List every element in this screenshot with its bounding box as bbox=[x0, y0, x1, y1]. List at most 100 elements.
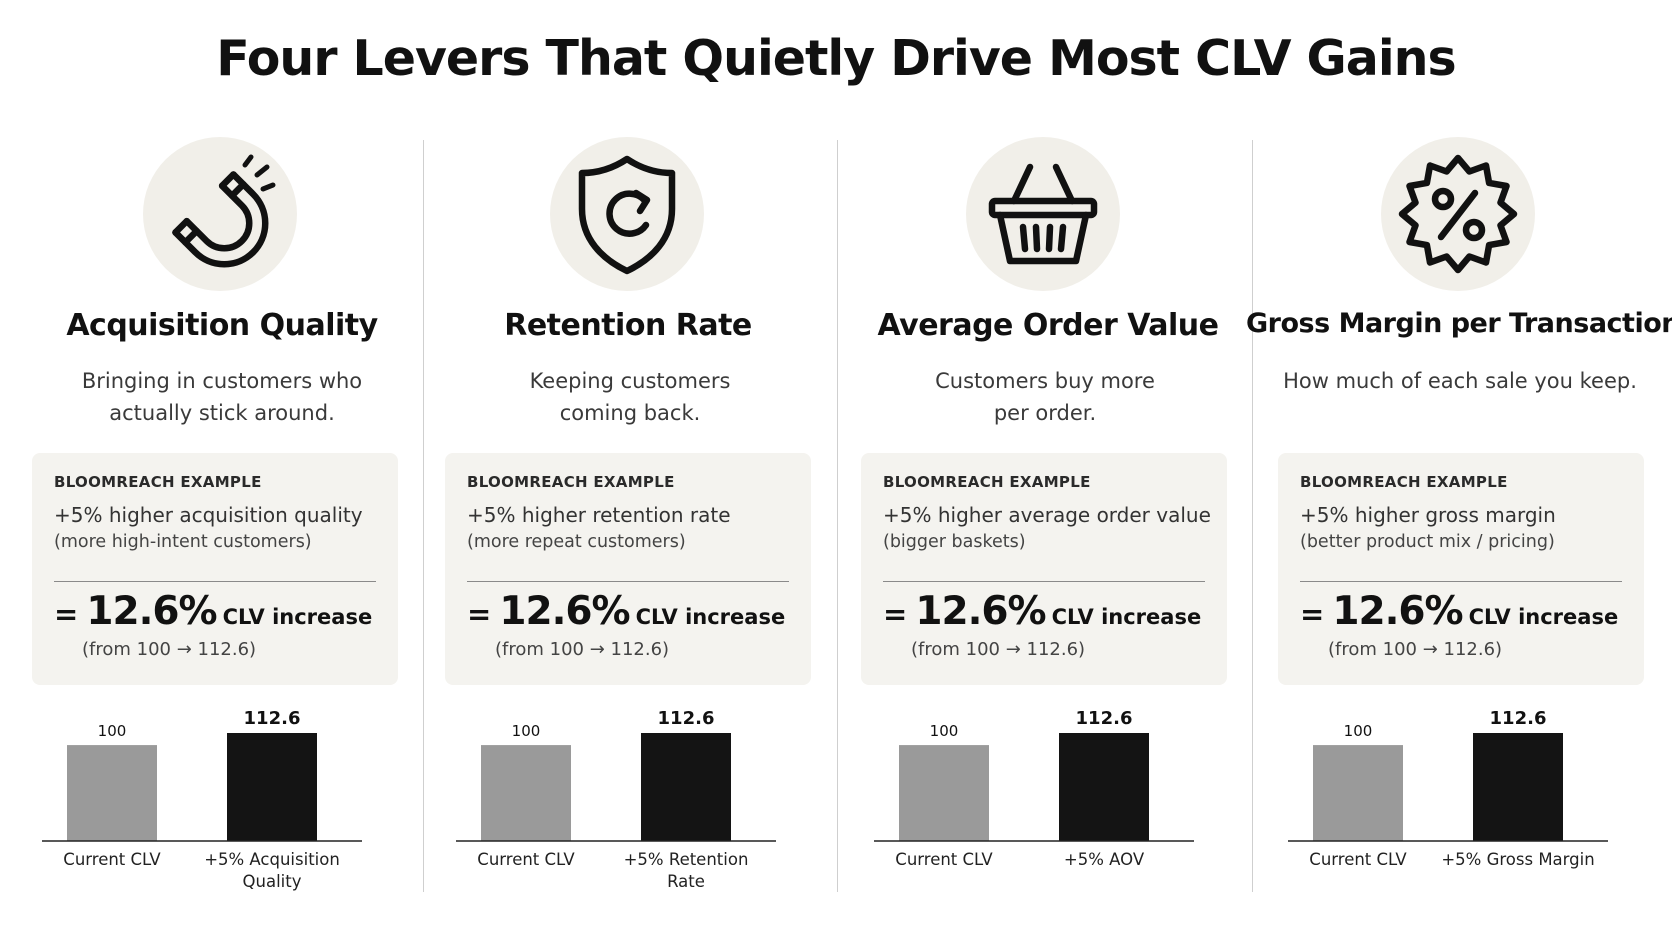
card-rule bbox=[54, 581, 376, 582]
card-result: = 12.6% CLV increase bbox=[1300, 589, 1618, 634]
card-result: = 12.6% CLV increase bbox=[54, 589, 372, 634]
x-tick-label-line: Quality bbox=[242, 872, 302, 891]
description-line: actually stick around. bbox=[109, 401, 335, 425]
clv-bar-chart: 100 112.6 Current CLV +5% Acquisition Qualit… bbox=[12, 705, 432, 905]
x-tick-label-line: Current CLV bbox=[477, 850, 575, 869]
lever-description: Bringing in customers who actually stick… bbox=[82, 365, 362, 429]
x-tick-label-line: Rate bbox=[667, 872, 705, 891]
lever-description: Customers buy more per order. bbox=[935, 365, 1155, 429]
x-tick-label-line: Current CLV bbox=[1309, 850, 1407, 869]
x-tick-label-line: Current CLV bbox=[63, 850, 161, 869]
card-scenario: +5% higher acquisition quality bbox=[54, 503, 363, 527]
example-card: BLOOMREACH EXAMPLE +5% higher retention … bbox=[445, 453, 811, 685]
bar-value-label: 100 bbox=[930, 722, 959, 740]
result-from: (from 100 → 112.6) bbox=[495, 639, 670, 660]
basket-icon bbox=[988, 163, 1098, 265]
card-scenario: +5% higher average order value bbox=[883, 503, 1211, 527]
percent-badge-icon bbox=[1398, 154, 1518, 274]
result-label: CLV increase bbox=[1051, 605, 1202, 629]
bar-current-clv bbox=[1313, 745, 1403, 841]
result-value: 12.6% bbox=[499, 589, 630, 634]
clv-bar-chart: 100 112.6 Current CLV +5% Retention Rate bbox=[426, 705, 846, 905]
card-scenario: +5% higher gross margin bbox=[1300, 503, 1556, 527]
description-line: How much of each sale you keep. bbox=[1283, 369, 1637, 393]
example-card: BLOOMREACH EXAMPLE +5% higher average or… bbox=[861, 453, 1227, 685]
description-line: Customers buy more bbox=[935, 369, 1155, 393]
bar-improved-clv bbox=[1473, 733, 1563, 841]
equals-sign: = bbox=[54, 597, 79, 631]
bar-current-clv bbox=[481, 745, 571, 841]
clv-bar-chart: 100 112.6 Current CLV +5% Gross Margin bbox=[1258, 705, 1672, 905]
icon-badge bbox=[143, 137, 297, 291]
card-scenario-note: (better product mix / pricing) bbox=[1300, 532, 1555, 552]
card-tag: BLOOMREACH EXAMPLE bbox=[467, 473, 675, 491]
card-tag: BLOOMREACH EXAMPLE bbox=[1300, 473, 1508, 491]
x-tick-label: +5% Acquisition Quality bbox=[187, 849, 357, 893]
result-from: (from 100 → 112.6) bbox=[911, 639, 1086, 660]
card-scenario-note: (bigger baskets) bbox=[883, 532, 1026, 552]
x-tick-label: Current CLV bbox=[441, 849, 611, 871]
card-rule bbox=[467, 581, 789, 582]
icon-badge bbox=[1381, 137, 1535, 291]
x-tick-label-line: +5% AOV bbox=[1063, 850, 1145, 869]
chart-svg: 100 112.6 bbox=[1288, 708, 1608, 842]
card-rule bbox=[883, 581, 1205, 582]
card-result: = 12.6% CLV increase bbox=[883, 589, 1201, 634]
x-tick-label: +5% Gross Margin bbox=[1433, 849, 1603, 871]
column-divider bbox=[423, 140, 424, 892]
shield-refresh-icon bbox=[578, 155, 676, 275]
x-tick-label-line: +5% Acquisition bbox=[204, 850, 340, 869]
equals-sign: = bbox=[883, 597, 908, 631]
lever-description: How much of each sale you keep. bbox=[1283, 365, 1637, 397]
bar-value-label: 112.6 bbox=[1490, 708, 1547, 729]
card-scenario-note: (more repeat customers) bbox=[467, 532, 686, 552]
card-tag: BLOOMREACH EXAMPLE bbox=[883, 473, 1091, 491]
page-title: Four Levers That Quietly Drive Most CLV … bbox=[216, 30, 1456, 87]
card-result: = 12.6% CLV increase bbox=[467, 589, 785, 634]
result-value: 12.6% bbox=[86, 589, 217, 634]
x-tick-label-line: +5% Gross Margin bbox=[1441, 850, 1595, 869]
lever-column-aov: Average Order Value Customers buy more p… bbox=[840, 0, 1260, 941]
result-value: 12.6% bbox=[1332, 589, 1463, 634]
description-line: per order. bbox=[993, 401, 1097, 425]
icon-badge bbox=[550, 137, 704, 291]
lever-heading: Retention Rate bbox=[504, 308, 752, 343]
lever-heading: Gross Margin per Transaction bbox=[1246, 308, 1672, 339]
x-tick-label-line: +5% Retention bbox=[623, 850, 749, 869]
lever-heading: Average Order Value bbox=[877, 308, 1219, 343]
bar-improved-clv bbox=[641, 733, 731, 841]
x-tick-label: Current CLV bbox=[1273, 849, 1443, 871]
x-tick-label: Current CLV bbox=[27, 849, 197, 871]
result-label: CLV increase bbox=[222, 605, 373, 629]
bar-value-label: 100 bbox=[1344, 722, 1373, 740]
example-card: BLOOMREACH EXAMPLE +5% higher gross marg… bbox=[1278, 453, 1644, 685]
lever-heading: Acquisition Quality bbox=[66, 308, 378, 343]
result-label: CLV increase bbox=[635, 605, 786, 629]
description-line: Bringing in customers who bbox=[81, 369, 363, 393]
bar-value-label: 112.6 bbox=[658, 708, 715, 729]
x-tick-label: Current CLV bbox=[859, 849, 1029, 871]
description-line: coming back. bbox=[559, 401, 701, 425]
result-from: (from 100 → 112.6) bbox=[82, 639, 257, 660]
bar-improved-clv bbox=[1059, 733, 1149, 841]
equals-sign: = bbox=[467, 597, 492, 631]
result-label: CLV increase bbox=[1468, 605, 1619, 629]
x-tick-label: +5% Retention Rate bbox=[601, 849, 771, 893]
magnet-icon bbox=[172, 154, 276, 268]
x-tick-label-line: Current CLV bbox=[895, 850, 993, 869]
icon-badge bbox=[966, 137, 1120, 291]
bar-improved-clv bbox=[227, 733, 317, 841]
description-line: Keeping customers bbox=[529, 369, 731, 393]
x-tick-label: +5% AOV bbox=[1019, 849, 1189, 871]
chart-svg: 100 112.6 bbox=[42, 708, 362, 842]
bar-current-clv bbox=[67, 745, 157, 841]
lever-description: Keeping customers coming back. bbox=[530, 365, 731, 429]
example-card: BLOOMREACH EXAMPLE +5% higher acquisitio… bbox=[32, 453, 398, 685]
result-from: (from 100 → 112.6) bbox=[1328, 639, 1503, 660]
column-divider bbox=[1252, 140, 1253, 892]
bar-value-label: 100 bbox=[98, 722, 127, 740]
card-rule bbox=[1300, 581, 1622, 582]
bar-current-clv bbox=[899, 745, 989, 841]
lever-column-margin: Gross Margin per Transaction How much of… bbox=[1246, 0, 1672, 941]
bar-value-label: 112.6 bbox=[1076, 708, 1133, 729]
